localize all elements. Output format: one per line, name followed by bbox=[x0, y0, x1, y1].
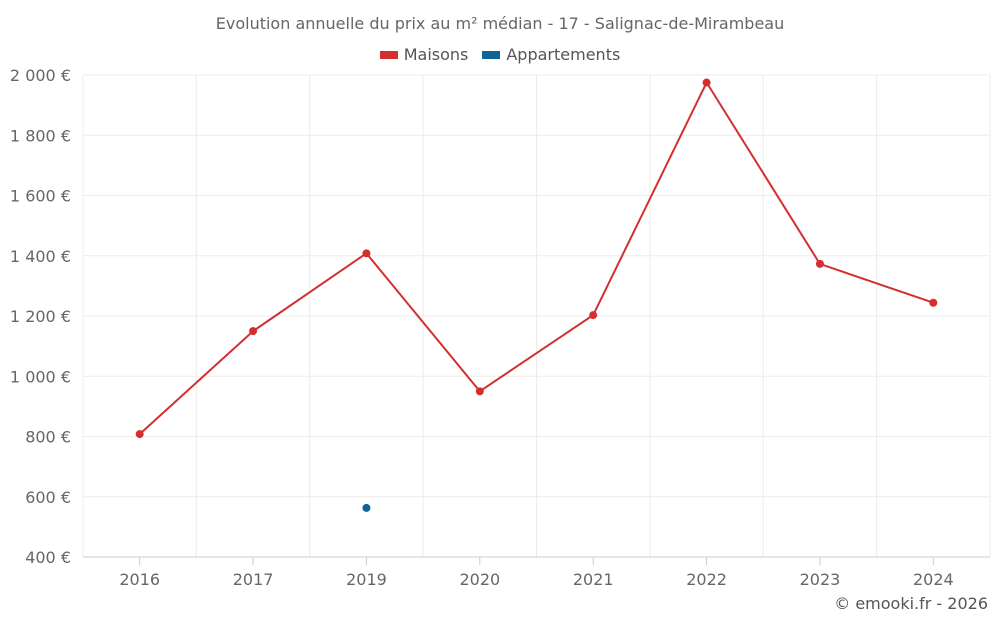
legend-label-appartements: Appartements bbox=[506, 45, 621, 64]
x-tick-label: 2019 bbox=[346, 570, 387, 589]
data-point-maisons-2017 bbox=[249, 327, 258, 336]
y-tick-label: 1 800 € bbox=[10, 126, 71, 145]
x-tick-label: 2024 bbox=[913, 570, 954, 589]
data-point-maisons-2022 bbox=[702, 78, 711, 87]
data-point-maisons-2023 bbox=[815, 259, 824, 268]
credit-text: © emooki.fr - 2026 bbox=[834, 594, 988, 613]
x-tick-label: 2021 bbox=[573, 570, 614, 589]
legend-label-maisons: Maisons bbox=[403, 45, 469, 64]
legend-item-maisons[interactable]: Maisons bbox=[379, 45, 469, 64]
chart-title: Evolution annuelle du prix au m² médian … bbox=[215, 14, 785, 33]
x-tick-label: 2022 bbox=[686, 570, 727, 589]
x-tick-label: 2016 bbox=[119, 570, 160, 589]
x-tick-label: 2023 bbox=[800, 570, 841, 589]
y-tick-label: 1 200 € bbox=[10, 307, 71, 326]
y-tick-label: 1 400 € bbox=[10, 247, 71, 266]
data-point-maisons-2024 bbox=[929, 298, 938, 307]
data-point-maisons-2019 bbox=[362, 249, 371, 258]
legend-swatch-maisons bbox=[379, 50, 398, 59]
data-point-maisons-2016 bbox=[135, 430, 144, 439]
x-tick-label: 2020 bbox=[459, 570, 500, 589]
legend: Maisons Appartements bbox=[0, 45, 1000, 64]
data-point-maisons-2020 bbox=[475, 387, 484, 396]
y-tick-label: 1 000 € bbox=[10, 367, 71, 386]
x-tick-label: 2017 bbox=[233, 570, 274, 589]
y-tick-label: 1 600 € bbox=[10, 187, 71, 206]
legend-swatch-appartements bbox=[482, 50, 501, 59]
data-point-appartements-2019 bbox=[362, 503, 371, 512]
y-tick-label: 2 000 € bbox=[10, 66, 71, 85]
y-tick-label: 600 € bbox=[25, 488, 71, 507]
legend-item-appartements[interactable]: Appartements bbox=[482, 45, 620, 64]
y-tick-label: 800 € bbox=[25, 428, 71, 447]
data-point-maisons-2021 bbox=[589, 311, 598, 320]
series-line-maisons bbox=[139, 80, 934, 435]
y-tick-label: 400 € bbox=[25, 548, 71, 567]
